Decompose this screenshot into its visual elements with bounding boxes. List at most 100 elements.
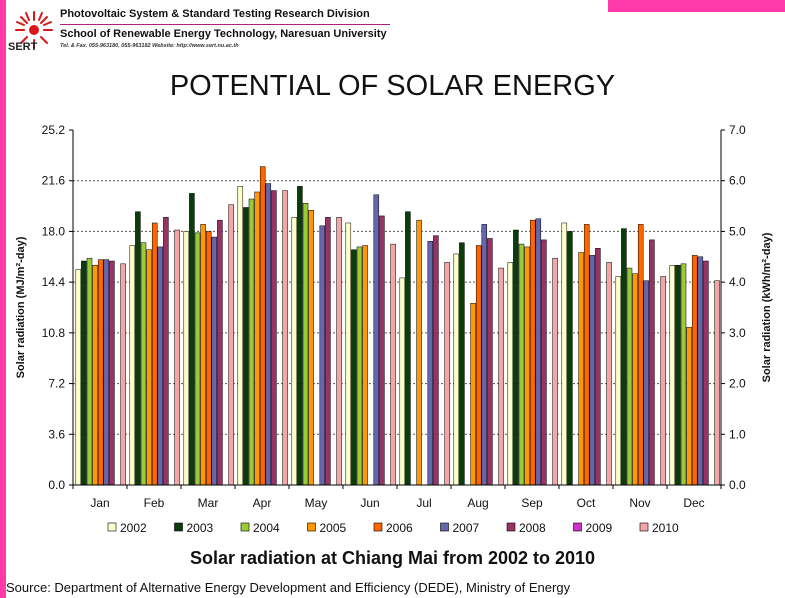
y2-tick-label: 2.0 bbox=[729, 377, 746, 391]
pink-top-bar bbox=[608, 0, 785, 12]
bar-2003 bbox=[135, 211, 141, 486]
y2-tick-label: 3.0 bbox=[729, 326, 746, 340]
bar-2003 bbox=[81, 260, 87, 486]
bar-2002 bbox=[507, 262, 514, 486]
y2-tick-label: 4.0 bbox=[729, 275, 746, 289]
bar-2010 bbox=[714, 280, 720, 486]
bar-2008 bbox=[163, 217, 169, 486]
y2-tick-label: 1.0 bbox=[729, 427, 746, 441]
bar-2007 bbox=[157, 246, 164, 486]
bar-2005 bbox=[470, 303, 476, 486]
legend-swatch-2009 bbox=[573, 522, 582, 532]
x-tick-label: Sep bbox=[521, 496, 543, 510]
x-tick-label: Apr bbox=[253, 496, 272, 510]
legend-label-2008: 2008 bbox=[519, 521, 546, 535]
bar-2002 bbox=[129, 245, 136, 486]
legend-label-2010: 2010 bbox=[652, 521, 679, 535]
bar-2002 bbox=[399, 277, 406, 486]
y-tick-label: 18.0 bbox=[42, 224, 66, 238]
y2-tick-label: 6.0 bbox=[729, 174, 746, 188]
x-tick-label: May bbox=[305, 496, 328, 510]
y2-tick-label: 7.0 bbox=[729, 123, 746, 137]
bar-2002 bbox=[237, 186, 244, 486]
bar-2007 bbox=[211, 236, 218, 486]
y2-axis-title: Solar radiation (kWh/m²-day) bbox=[761, 232, 773, 382]
legend-label-2007: 2007 bbox=[453, 521, 480, 535]
bar-2010 bbox=[444, 262, 450, 486]
legend-swatch-2008 bbox=[506, 522, 516, 532]
x-tick-label: Jan bbox=[90, 496, 109, 510]
y2-tick-label: 0.0 bbox=[729, 478, 746, 492]
bar-2005 bbox=[254, 191, 260, 486]
bar-2008 bbox=[487, 238, 493, 486]
x-tick-label: Dec bbox=[683, 496, 704, 510]
bar-2007 bbox=[589, 255, 596, 486]
bar-2005 bbox=[578, 252, 584, 486]
bar-2003 bbox=[405, 211, 411, 486]
bar-2003 bbox=[297, 186, 303, 486]
bar-2010 bbox=[174, 229, 180, 486]
bar-2004 bbox=[302, 203, 309, 486]
bar-2005 bbox=[92, 264, 98, 486]
y-tick-label: 25.2 bbox=[42, 123, 66, 137]
y2-tick-label: 5.0 bbox=[729, 224, 746, 238]
bar-2007 bbox=[643, 280, 650, 486]
bar-2005 bbox=[146, 249, 152, 486]
y-tick-label: 21.6 bbox=[42, 174, 66, 188]
bar-2006 bbox=[259, 166, 266, 486]
bar-2007 bbox=[535, 218, 542, 486]
bar-2006 bbox=[205, 231, 212, 486]
bar-2006 bbox=[529, 219, 536, 486]
header-contact: Tel. & Fax. 055-963180, 055-963182 Websi… bbox=[60, 43, 239, 49]
y-tick-label: 0.0 bbox=[48, 478, 65, 492]
page-title: POTENTIAL OF SOLAR ENERGY bbox=[169, 70, 616, 102]
legend-swatch-2005 bbox=[307, 522, 316, 532]
bar-2007 bbox=[481, 224, 488, 486]
bar-2002 bbox=[345, 222, 352, 486]
bar-2010 bbox=[498, 267, 504, 486]
y-tick-label: 3.6 bbox=[48, 427, 65, 441]
sun-logo-icon bbox=[15, 11, 53, 49]
legend-label-2009: 2009 bbox=[586, 521, 613, 535]
bar-2010 bbox=[390, 243, 396, 486]
legend-label-2006: 2006 bbox=[386, 521, 413, 535]
bar-2006 bbox=[97, 259, 104, 486]
x-tick-label: Nov bbox=[629, 496, 650, 510]
logo-text: SERT bbox=[8, 41, 38, 53]
bar-2002 bbox=[561, 222, 568, 486]
bar-2008 bbox=[703, 260, 709, 486]
bar-2008 bbox=[271, 190, 277, 486]
legend-label-2004: 2004 bbox=[253, 521, 280, 535]
pink-side-bar bbox=[0, 0, 6, 598]
bar-2008 bbox=[433, 235, 439, 486]
bar-2006 bbox=[475, 245, 482, 486]
bar-2008 bbox=[595, 248, 601, 486]
bar-2003 bbox=[567, 231, 573, 486]
bar-2005 bbox=[308, 210, 314, 486]
y-tick-label: 10.8 bbox=[42, 326, 66, 340]
bar-2002 bbox=[615, 276, 622, 486]
chart-subtitle: Solar radiation at Chiang Mai from 2002 … bbox=[189, 548, 596, 568]
x-tick-label: Aug bbox=[467, 496, 488, 510]
bar-2004 bbox=[140, 242, 147, 486]
bar-2002 bbox=[183, 231, 190, 486]
bar-2010 bbox=[660, 276, 666, 486]
bar-2002 bbox=[669, 264, 676, 486]
bar-2006 bbox=[691, 255, 698, 486]
bar-2004 bbox=[518, 243, 525, 486]
bar-2007 bbox=[103, 259, 110, 486]
x-tick-label: Feb bbox=[144, 496, 165, 510]
bar-2003 bbox=[513, 229, 519, 486]
bar-2008 bbox=[325, 217, 331, 486]
legend-swatch-2004 bbox=[240, 522, 250, 532]
bar-2008 bbox=[379, 215, 385, 486]
bar-2004 bbox=[680, 263, 687, 486]
bar-2004 bbox=[194, 232, 201, 486]
bar-2010 bbox=[228, 204, 234, 486]
bar-2006 bbox=[583, 224, 590, 486]
bar-2007 bbox=[427, 241, 434, 486]
legend-swatch-2007 bbox=[440, 522, 449, 532]
bar-2008 bbox=[109, 260, 115, 486]
y-tick-label: 14.4 bbox=[42, 275, 66, 289]
